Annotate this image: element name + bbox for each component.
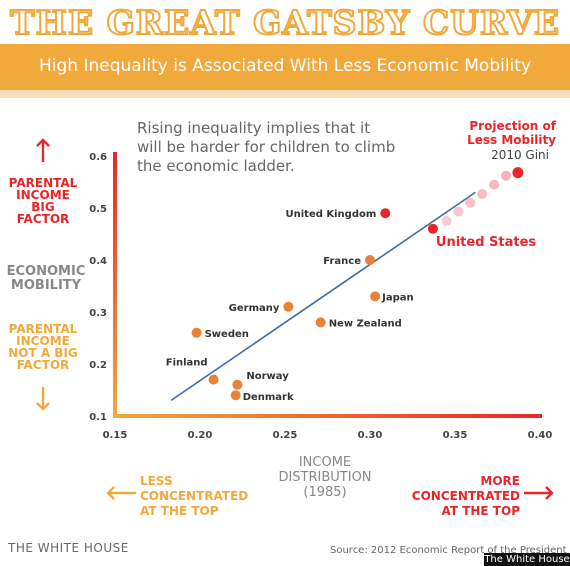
projection-label-3: 2010 Gini (491, 148, 549, 162)
point-label: Norway (246, 371, 289, 382)
point-label: France (323, 256, 361, 267)
projection-point (501, 170, 511, 181)
point-label: Japan (381, 292, 414, 303)
x-tick-label: 0.25 (273, 430, 298, 441)
point-label: United Kingdom (286, 209, 377, 220)
projection-series (441, 167, 524, 226)
x-tick-label: 0.20 (188, 430, 213, 441)
point-label: United States (436, 235, 537, 250)
point-label: Finland (166, 358, 208, 369)
point-label: Germany (229, 303, 280, 314)
annotation-line-1: Rising inequality implies that it (137, 119, 370, 137)
header-stripe (0, 90, 570, 98)
country-labels: Finland Norway Denmark Sweden Germany New Zea… (166, 209, 537, 403)
data-point (283, 301, 294, 312)
chart-subtitle: High Inequality is Associated With Less … (0, 44, 570, 90)
chart-title-banner: THE GREAT GATSBY CURVE (0, 0, 570, 48)
up-arrow-icon (36, 138, 50, 162)
data-point (427, 223, 438, 234)
data-point (191, 327, 202, 338)
annotation-line-2: will be harder for children to climb (137, 138, 395, 156)
projection-label-1: Projection of (469, 119, 556, 133)
y-axis-bar (113, 152, 117, 418)
right-arrow-icon (524, 486, 554, 500)
footer-credit: Source: 2012 Economic Report of the Pres… (330, 545, 567, 556)
x-tick-label: 0.40 (528, 430, 553, 441)
projection-point (512, 167, 524, 179)
y-tick-label: 0.5 (89, 204, 107, 215)
y-tick-labels: 0.1 0.2 0.3 0.4 0.5 0.6 (89, 152, 107, 423)
y-label-top: PARENTAL INCOME BIG FACTOR (8, 176, 78, 226)
data-point (315, 317, 326, 328)
y-label-bottom: PARENTAL INCOME NOT A BIG FACTOR (8, 322, 78, 372)
y-axis-title: ECONOMIC MOBILITY (6, 264, 86, 293)
projection-point (453, 206, 464, 217)
x-tick-label: 0.15 (103, 430, 128, 441)
left-arrow-icon (106, 486, 136, 500)
x-tick-label: 0.30 (358, 430, 383, 441)
y-tick-label: 0.2 (89, 360, 107, 371)
chart-title: THE GREAT GATSBY CURVE (9, 2, 560, 43)
point-label: Denmark (243, 392, 294, 403)
scatter-chart: 0.10.20.30.40.50.6 0.15 0.20 0.25 0.30 0.35 0… (36, 119, 557, 500)
y-tick-label: 0.4 (89, 256, 107, 267)
down-arrow-icon (36, 387, 50, 411)
trend-line (170, 191, 476, 402)
y-tick-label: 0.3 (89, 308, 107, 319)
projection-point (441, 216, 452, 226)
x-label-left: LESS CONCENTRATED AT THE TOP (140, 474, 249, 518)
footer-source: THE WHITE HOUSE (8, 541, 129, 555)
data-point (208, 374, 219, 385)
y-tick-label: 0.1 (89, 412, 107, 423)
data-point (370, 291, 381, 302)
x-tick-labels: 0.15 0.20 0.25 0.30 0.35 0.40 (103, 430, 553, 441)
projection-point (489, 179, 500, 190)
data-point (230, 390, 241, 401)
data-point (380, 208, 391, 219)
watermark-badge: The White House (484, 553, 570, 566)
x-axis-bar (113, 414, 542, 418)
projection-label-2: Less Mobility (467, 133, 556, 147)
projection-point (465, 197, 476, 208)
point-label: Sweden (205, 329, 249, 340)
projection-point (477, 188, 488, 199)
country-points (191, 208, 438, 401)
x-label-right: MORE CONCENTRATED AT THE TOP (411, 474, 520, 518)
x-tick-label: 0.35 (443, 430, 468, 441)
data-point (365, 255, 375, 265)
y-tick-label: 0.6 (89, 152, 107, 163)
annotation-line-3: the economic ladder. (137, 157, 295, 175)
data-point (232, 379, 243, 390)
x-axis-title: INCOME DISTRIBUTION (1985) (278, 455, 372, 500)
point-label: New Zealand (329, 318, 402, 329)
